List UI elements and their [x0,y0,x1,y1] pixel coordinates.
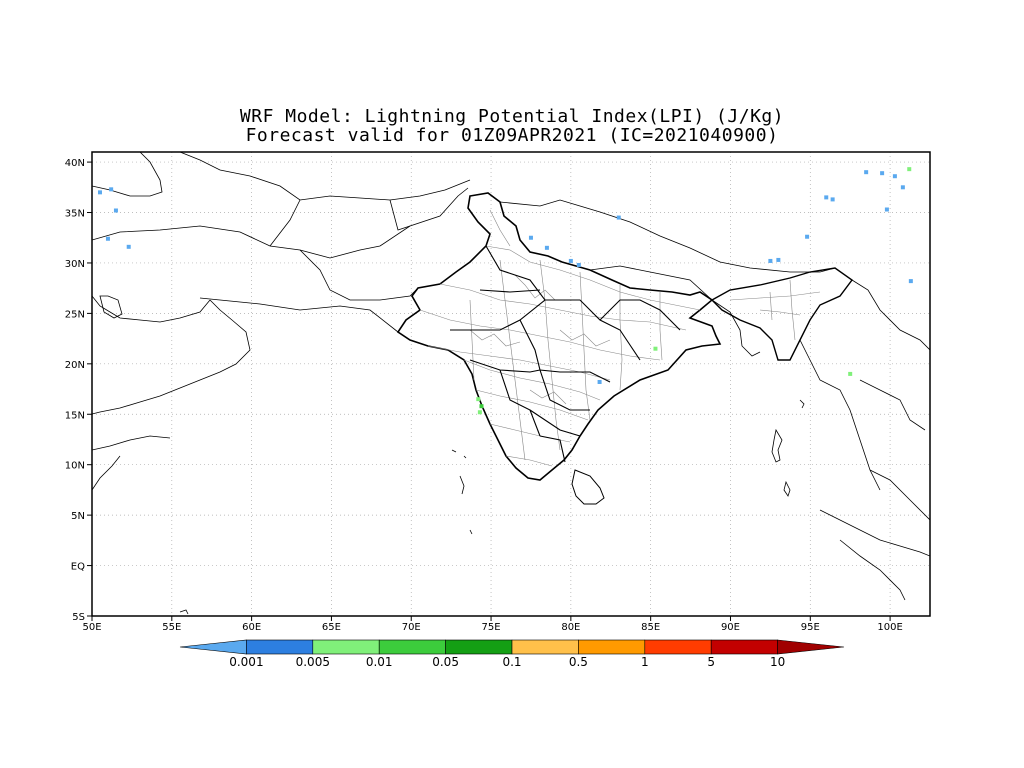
colorbar-segment [246,639,314,655]
lpi-patch [907,167,912,172]
colorbar-label: 1 [641,655,649,669]
northeast-india-outline [710,267,853,361]
lpi-patch [908,279,913,284]
lpi-patch [653,346,658,351]
lpi-patch [776,257,781,262]
lpi-patch [892,174,897,179]
lpi-patch [900,185,905,190]
lon-tick-label: 85E [641,622,660,633]
colorbar: 0.001 0.005 0.01 0.05 0.1 0.5 1 5 10 [179,639,845,669]
lon-tick-label: 70E [402,622,421,633]
country-borders [92,152,930,521]
colorbar-segment [644,639,712,655]
colorbar-label: 5 [707,655,715,669]
lpi-patch [768,258,773,263]
lpi-patch [824,195,829,200]
latitude-axis: 40N 35N 30N 25N 20N 15N 10N 5N EQ 5S [65,158,92,623]
lpi-patch [528,235,533,240]
lpi-patch [476,397,481,402]
lat-tick-label: 20N [65,360,85,371]
lpi-patch [109,187,114,192]
longitude-axis: 50E 55E 60E 65E 70E 75E 80E 85E 90E 95E 100E [82,616,903,633]
lpi-patch [97,190,102,195]
lpi-patch [126,244,131,249]
colorbar-segment [312,639,380,655]
lpi-patch [477,410,482,415]
map-subtitle: Forecast valid for 01Z09APR2021 (IC=2021… [245,125,779,146]
island-coastlines [179,399,930,615]
colorbar-segment [378,639,446,655]
lat-tick-label: 35N [65,209,85,220]
colorbar-label: 10 [770,655,785,669]
lpi-patch [597,379,602,384]
lpi-patch [568,258,573,263]
coastlines [92,152,930,615]
state-boundaries [450,245,681,463]
colorbar-segment [710,639,778,655]
colorbar-segment [777,639,845,655]
map-title: WRF Model: Lightning Potential Index(LPI… [239,106,785,127]
colorbar-segment [445,639,513,655]
lat-tick-label: 15N [65,410,85,421]
western-coastlines [92,295,251,491]
lpi-patch [848,371,853,376]
colorbar-segment [578,639,646,655]
lat-tick-label: EQ [71,562,85,573]
lpi-patch [830,197,835,202]
colorbar-label: 0.005 [296,655,330,669]
lat-tick-label: 5N [71,511,85,522]
lon-tick-label: 95E [801,622,820,633]
lon-tick-label: 50E [82,622,101,633]
lpi-patch [805,234,810,239]
lat-tick-label: 5S [72,612,85,623]
lon-tick-label: 55E [162,622,181,633]
lat-tick-label: 25N [65,309,85,320]
lat-tick-label: 40N [65,158,85,169]
lat-tick-label: 10N [65,461,85,472]
colorbar-label: 0.001 [229,655,263,669]
lon-tick-label: 100E [877,622,902,633]
lpi-patch [616,215,621,220]
map-background [92,152,930,616]
lon-tick-label: 90E [721,622,740,633]
colorbar-label: 0.05 [432,655,459,669]
lpi-patch [479,404,484,409]
lon-tick-label: 60E [242,622,261,633]
colorbar-label: 0.01 [366,655,393,669]
colorbar-segment [511,639,579,655]
lpi-patch [884,207,889,212]
colorbar-segment [179,639,247,655]
lpi-forecast-layer [97,167,913,415]
lon-tick-label: 65E [322,622,341,633]
lpi-patch [576,262,581,267]
lpi-patch [864,170,869,175]
lpi-patch [544,245,549,250]
lpi-patch [105,236,110,241]
colorbar-label: 0.5 [569,655,588,669]
lpi-patch [880,171,885,176]
lon-tick-label: 75E [482,622,501,633]
northeast-district-boundaries [729,279,821,341]
colorbar-label: 0.1 [502,655,521,669]
lpi-patch [113,208,118,213]
lat-tick-label: 30N [65,259,85,270]
gridlines [92,152,930,616]
map-frame [91,151,931,617]
sri-lanka-outline [571,469,605,505]
lon-tick-label: 80E [561,622,580,633]
